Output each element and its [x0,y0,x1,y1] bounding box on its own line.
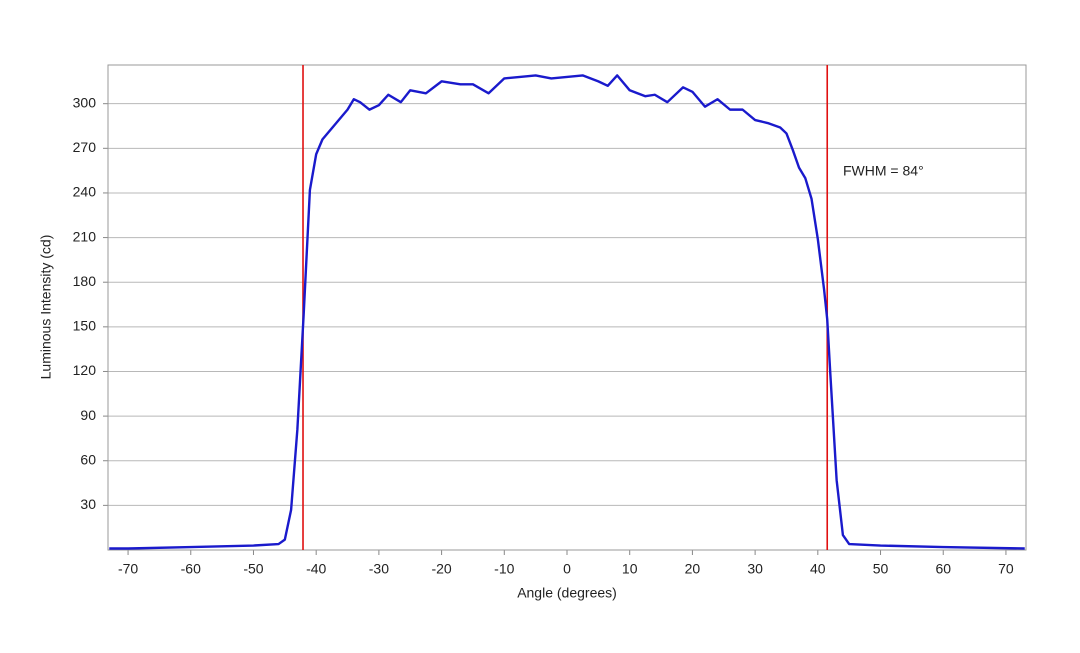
x-tick-label: 0 [563,561,571,577]
x-tick-label: -20 [431,561,451,577]
x-tick-label: 70 [998,561,1014,577]
plot-frame [107,64,1027,551]
y-tick-label: 240 [73,184,97,200]
annotation: FWHM = 84° [843,163,924,179]
y-tick-label: 210 [73,228,97,244]
data-line [109,74,1025,550]
x-tick-label: -10 [494,561,514,577]
x-tick-label: -70 [118,561,138,577]
x-tick-label: 60 [935,561,951,577]
y-tick-label: 270 [73,139,97,155]
y-tick-label: 300 [73,94,97,110]
y-tick-label: 90 [80,407,96,423]
x-tick-label: 30 [747,561,763,577]
y-tick-label: 180 [73,273,97,289]
y-axis-label: Luminous Intensity (cd) [38,235,54,380]
y-tick-label: 30 [80,496,96,512]
x-tick-label: -60 [181,561,201,577]
x-tick-label: 10 [622,561,638,577]
x-tick-label: -40 [306,561,326,577]
x-tick-label: 50 [873,561,889,577]
x-tick-label: -50 [243,561,263,577]
y-tick-label: 150 [73,318,97,334]
y-tick-label: 120 [73,362,97,378]
y-tick-label: 60 [80,451,96,467]
x-axis-label: Angle (degrees) [517,585,617,601]
x-tick-label: -30 [369,561,389,577]
x-tick-label: 20 [685,561,701,577]
x-tick-label: 40 [810,561,826,577]
